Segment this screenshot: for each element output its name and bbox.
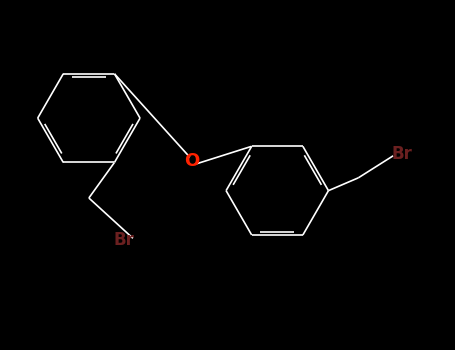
Text: Br: Br xyxy=(114,231,135,250)
Text: Br: Br xyxy=(391,145,412,163)
Text: O: O xyxy=(184,152,200,170)
